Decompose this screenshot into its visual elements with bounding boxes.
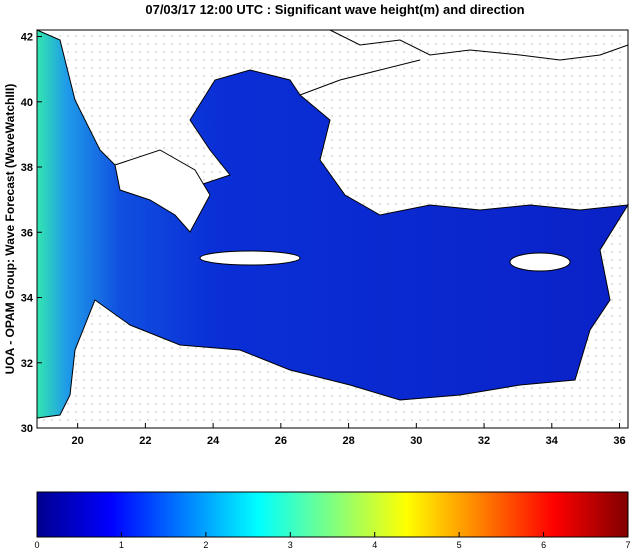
- y-axis-label: UOA - OPAM Group: Wave Forecast (WaveWat…: [3, 84, 17, 375]
- y-tick-label: 34: [21, 293, 34, 305]
- x-tick-label: 26: [275, 435, 287, 447]
- colorbar-tick-label: 4: [372, 540, 377, 550]
- x-tick-label: 36: [613, 435, 625, 447]
- colorbar-tick-label: 2: [203, 540, 208, 550]
- colorbar-tick-label: 6: [541, 540, 546, 550]
- colorbar-tick-label: 3: [288, 540, 293, 550]
- y-tick-label: 30: [21, 423, 33, 435]
- cyprus: [509, 252, 571, 272]
- greece-land: [114, 149, 211, 233]
- colorbar-tick-label: 1: [119, 540, 124, 550]
- crete: [199, 250, 301, 266]
- coastline: [329, 29, 629, 61]
- x-tick-label: 30: [410, 435, 422, 447]
- x-tick-label: 32: [478, 435, 490, 447]
- y-tick-label: 32: [21, 358, 33, 370]
- sea: [36, 29, 629, 419]
- x-tick-label: 34: [546, 435, 559, 447]
- y-tick-label: 36: [21, 227, 33, 239]
- x-tick-label: 22: [139, 435, 151, 447]
- y-tick-label: 40: [21, 97, 33, 109]
- colorbar-tick-label: 5: [457, 540, 462, 550]
- coastline: [299, 59, 421, 96]
- colorbar-tick-label: 7: [625, 540, 630, 550]
- y-tick-label: 38: [21, 162, 33, 174]
- x-tick-label: 28: [342, 435, 354, 447]
- title: 07/03/17 12:00 UTC : Significant wave he…: [145, 2, 524, 17]
- colorbar: [36, 491, 629, 538]
- x-tick-label: 20: [72, 435, 84, 447]
- x-tick-label: 24: [207, 435, 220, 447]
- y-tick-label: 42: [21, 32, 33, 44]
- map: [36, 29, 629, 429]
- colorbar-tick-label: 0: [34, 540, 39, 550]
